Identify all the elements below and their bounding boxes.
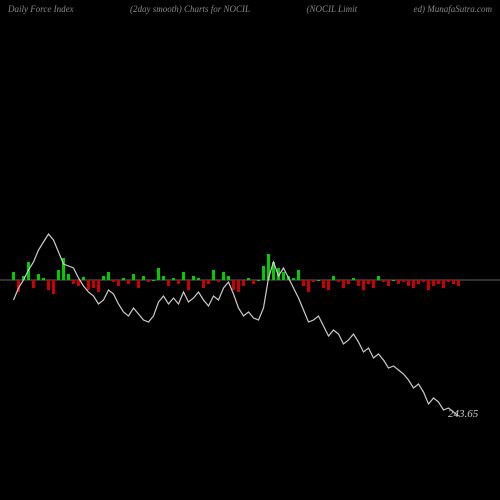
- title-mid-right: (NOCIL Limit: [306, 4, 357, 14]
- current-price-label: 243.65: [448, 408, 478, 420]
- chart-container: 243.65: [0, 20, 500, 490]
- force-index-chart: [0, 20, 500, 490]
- title-left: Daily Force Index: [8, 4, 74, 14]
- chart-header: Daily Force Index (2day smooth) Charts f…: [0, 0, 500, 18]
- title-right: ed) MunafaSutra.com: [413, 4, 492, 14]
- title-mid-left: (2day smooth) Charts for NOCIL: [130, 4, 250, 14]
